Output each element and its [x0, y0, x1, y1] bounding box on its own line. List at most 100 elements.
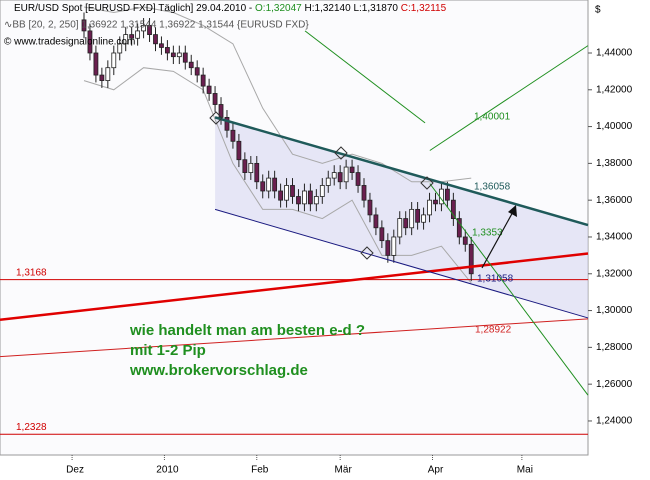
arrow: [481, 209, 515, 269]
candle-body: [379, 227, 385, 242]
candle-body: [165, 47, 170, 54]
candle-body: [313, 196, 319, 205]
candle-body: [153, 34, 158, 45]
close: C:1,32115: [401, 3, 447, 14]
y-tick-label: 1,24000: [596, 416, 633, 427]
candle-body: [159, 43, 164, 48]
candle-body: [188, 61, 194, 69]
trend-line: [429, 183, 589, 396]
anchor-marker: [209, 111, 223, 125]
candle-body: [397, 218, 403, 238]
candle-body: [194, 67, 200, 76]
y-tick-label: 1,40000: [596, 121, 633, 132]
candle-body: [361, 185, 367, 201]
low: L:1,31870: [353, 3, 398, 14]
trend-line: [429, 45, 589, 151]
candle-body: [462, 236, 468, 245]
trend-label: 1,40001: [474, 112, 511, 123]
y-tick-label: 1,38000: [596, 158, 633, 169]
candle-body: [409, 208, 415, 229]
candle-body: [248, 162, 254, 173]
note: www.brokervorschlag.de: [129, 362, 308, 379]
candle-body: [421, 214, 426, 223]
y-tick-label: 1,32000: [596, 268, 633, 279]
open: O:1,32047: [255, 3, 302, 14]
candle-body: [319, 185, 325, 197]
candle-body: [403, 218, 409, 229]
high: H:1,32140: [305, 3, 352, 14]
trend-label: 1,31058: [477, 274, 514, 285]
candle-body: [427, 199, 432, 216]
y-tick-label: 1,36000: [596, 195, 633, 206]
candle-body: [337, 172, 343, 183]
source: © www.tradesignalonline.com: [4, 37, 135, 48]
candle-body: [147, 24, 152, 35]
indicator: ∿BB [20, 2, 250] 1,36922 1,31544 1,36922…: [4, 20, 309, 31]
candle-body: [373, 214, 379, 229]
candle-body: [87, 30, 93, 54]
x-tick-label: 2010: [156, 465, 179, 476]
level-label: 1,3168: [16, 267, 47, 278]
candle-body: [105, 67, 111, 81]
candle-body: [302, 190, 307, 205]
trend-label: 1,28922: [475, 325, 512, 336]
candle-body: [206, 85, 212, 94]
trend-label: 1,3353: [472, 228, 503, 239]
trend-line: [0, 318, 589, 358]
candle-body: [170, 52, 176, 58]
candle-body: [176, 52, 182, 58]
candle-body: [182, 52, 188, 63]
note: wie handelt man am besten e-d ?: [129, 322, 365, 339]
candle-body: [266, 177, 272, 192]
x-tick-label: Feb: [251, 465, 269, 476]
level-label: 1,2328: [16, 422, 47, 433]
candle-body: [391, 236, 397, 256]
y-tick-label: 1,26000: [596, 379, 633, 390]
candle-body: [99, 74, 105, 81]
candle-body: [290, 185, 295, 197]
candle-body: [236, 140, 242, 161]
candle-body: [200, 74, 206, 87]
candle-body: [415, 208, 421, 223]
candle-body: [93, 52, 99, 76]
y-tick-label: 1,30000: [596, 305, 633, 316]
candle-body: [230, 129, 236, 142]
symbol: EUR/USD Spot [EURUSD FXD] Täglich] 29.04…: [14, 3, 252, 14]
candle-body: [349, 166, 355, 173]
trend-label: 1,36058: [474, 182, 511, 193]
candle-body: [296, 196, 301, 205]
candle-body: [445, 188, 450, 201]
channel-fill: [215, 117, 588, 318]
y-tick-label: 1,42000: [596, 84, 633, 95]
candle-body: [123, 34, 129, 45]
candle-body: [278, 190, 283, 201]
candle-body: [272, 177, 278, 192]
candle-body: [224, 116, 230, 131]
anchor-marker: [360, 246, 374, 260]
candle-body: [254, 162, 260, 183]
x-tick-label: Mai: [517, 465, 533, 476]
candle-body: [450, 199, 456, 219]
x-tick-label: Dez: [66, 465, 84, 476]
candle-body: [385, 240, 391, 256]
arrow-head: [508, 205, 517, 217]
trend-line: [304, 30, 426, 124]
candle-body: [117, 43, 123, 54]
y-tick-label: 1,28000: [596, 342, 633, 353]
note: mit 1-2 Pip: [130, 342, 206, 359]
candle-body: [135, 30, 141, 39]
candle-body: [284, 185, 289, 201]
candle-body: [212, 93, 218, 105]
candle-body: [141, 24, 146, 32]
candle-body: [325, 177, 331, 186]
candle-body: [260, 181, 266, 192]
x-tick-label: Mär: [335, 465, 353, 476]
candle-body: [468, 243, 474, 275]
candle-body: [456, 218, 462, 238]
band-line: [83, 67, 472, 284]
candle-body: [367, 199, 373, 216]
candle-body: [129, 34, 135, 39]
trend-line: [214, 116, 589, 227]
candle-body: [331, 172, 337, 179]
